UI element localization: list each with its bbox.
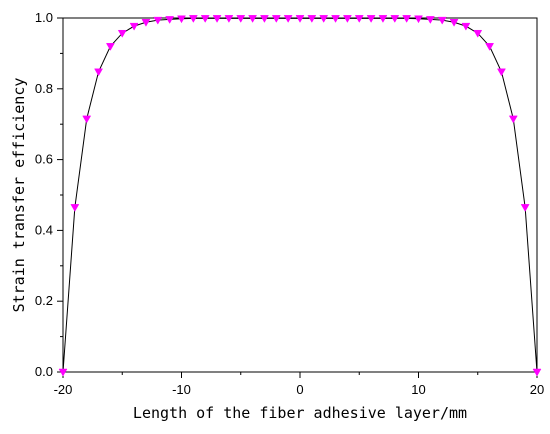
data-point-marker — [117, 29, 127, 38]
y-tick-label: 0.4 — [35, 222, 53, 237]
x-tick-label: 20 — [530, 382, 544, 397]
data-point-marker — [378, 15, 388, 23]
data-point-marker — [307, 15, 317, 23]
y-axis-ticks: 0.0 0.2 0.4 0.6 0.8 1.0 — [35, 10, 63, 379]
data-point-marker — [58, 368, 68, 377]
data-point-marker — [224, 15, 234, 23]
data-point-marker — [129, 22, 139, 31]
data-point-marker — [177, 15, 186, 24]
data-point-marker — [105, 43, 115, 51]
data-point-marker — [366, 15, 376, 23]
series-markers — [58, 15, 542, 377]
data-point-marker — [319, 15, 329, 23]
data-point-marker — [402, 15, 412, 23]
data-point-marker — [532, 368, 542, 377]
y-tick-label: 1.0 — [35, 10, 53, 25]
data-point-marker — [390, 15, 400, 23]
data-point-marker — [331, 15, 340, 23]
x-axis-title: Length of the fiber adhesive layer/mm — [133, 404, 467, 422]
data-point-marker — [153, 16, 163, 25]
data-point-marker — [354, 15, 364, 23]
x-tick-label: 10 — [411, 382, 425, 397]
data-point-marker — [141, 18, 151, 27]
data-point-marker — [461, 22, 471, 31]
data-point-marker — [342, 15, 352, 23]
data-point-marker — [188, 15, 198, 23]
data-point-marker — [473, 29, 483, 38]
data-point-marker — [520, 204, 530, 212]
x-tick-label: 0 — [296, 382, 303, 397]
data-point-marker — [508, 115, 518, 124]
series-line — [62, 17, 538, 373]
data-point-marker — [271, 15, 281, 23]
data-point-marker — [94, 68, 103, 77]
data-point-marker — [497, 68, 506, 77]
data-point-marker — [82, 115, 92, 124]
data-point-marker — [248, 15, 258, 23]
x-tick-label: -20 — [54, 382, 73, 397]
data-point-marker — [485, 43, 495, 51]
data-point-marker — [260, 15, 269, 23]
data-point-marker — [414, 15, 423, 24]
x-tick-label: -10 — [172, 382, 191, 397]
data-point-marker — [449, 18, 459, 27]
x-axis-ticks: -20 -10 0 10 20 — [54, 372, 544, 397]
y-tick-label: 0.2 — [35, 293, 53, 308]
y-tick-label: 0.8 — [35, 81, 53, 96]
data-point-marker — [236, 15, 246, 23]
data-point-marker — [200, 15, 210, 23]
plot-frame — [62, 17, 538, 373]
data-point-marker — [283, 15, 293, 23]
data-point-marker — [437, 16, 447, 25]
data-point-marker — [425, 16, 435, 24]
y-tick-label: 0.6 — [35, 152, 53, 167]
data-point-marker — [295, 15, 305, 23]
data-point-marker — [70, 204, 80, 212]
data-point-marker — [165, 16, 175, 24]
y-axis-title: Strain transfer efficiency — [10, 78, 28, 313]
data-point-marker — [212, 15, 222, 23]
y-tick-label: 0.0 — [35, 364, 53, 379]
